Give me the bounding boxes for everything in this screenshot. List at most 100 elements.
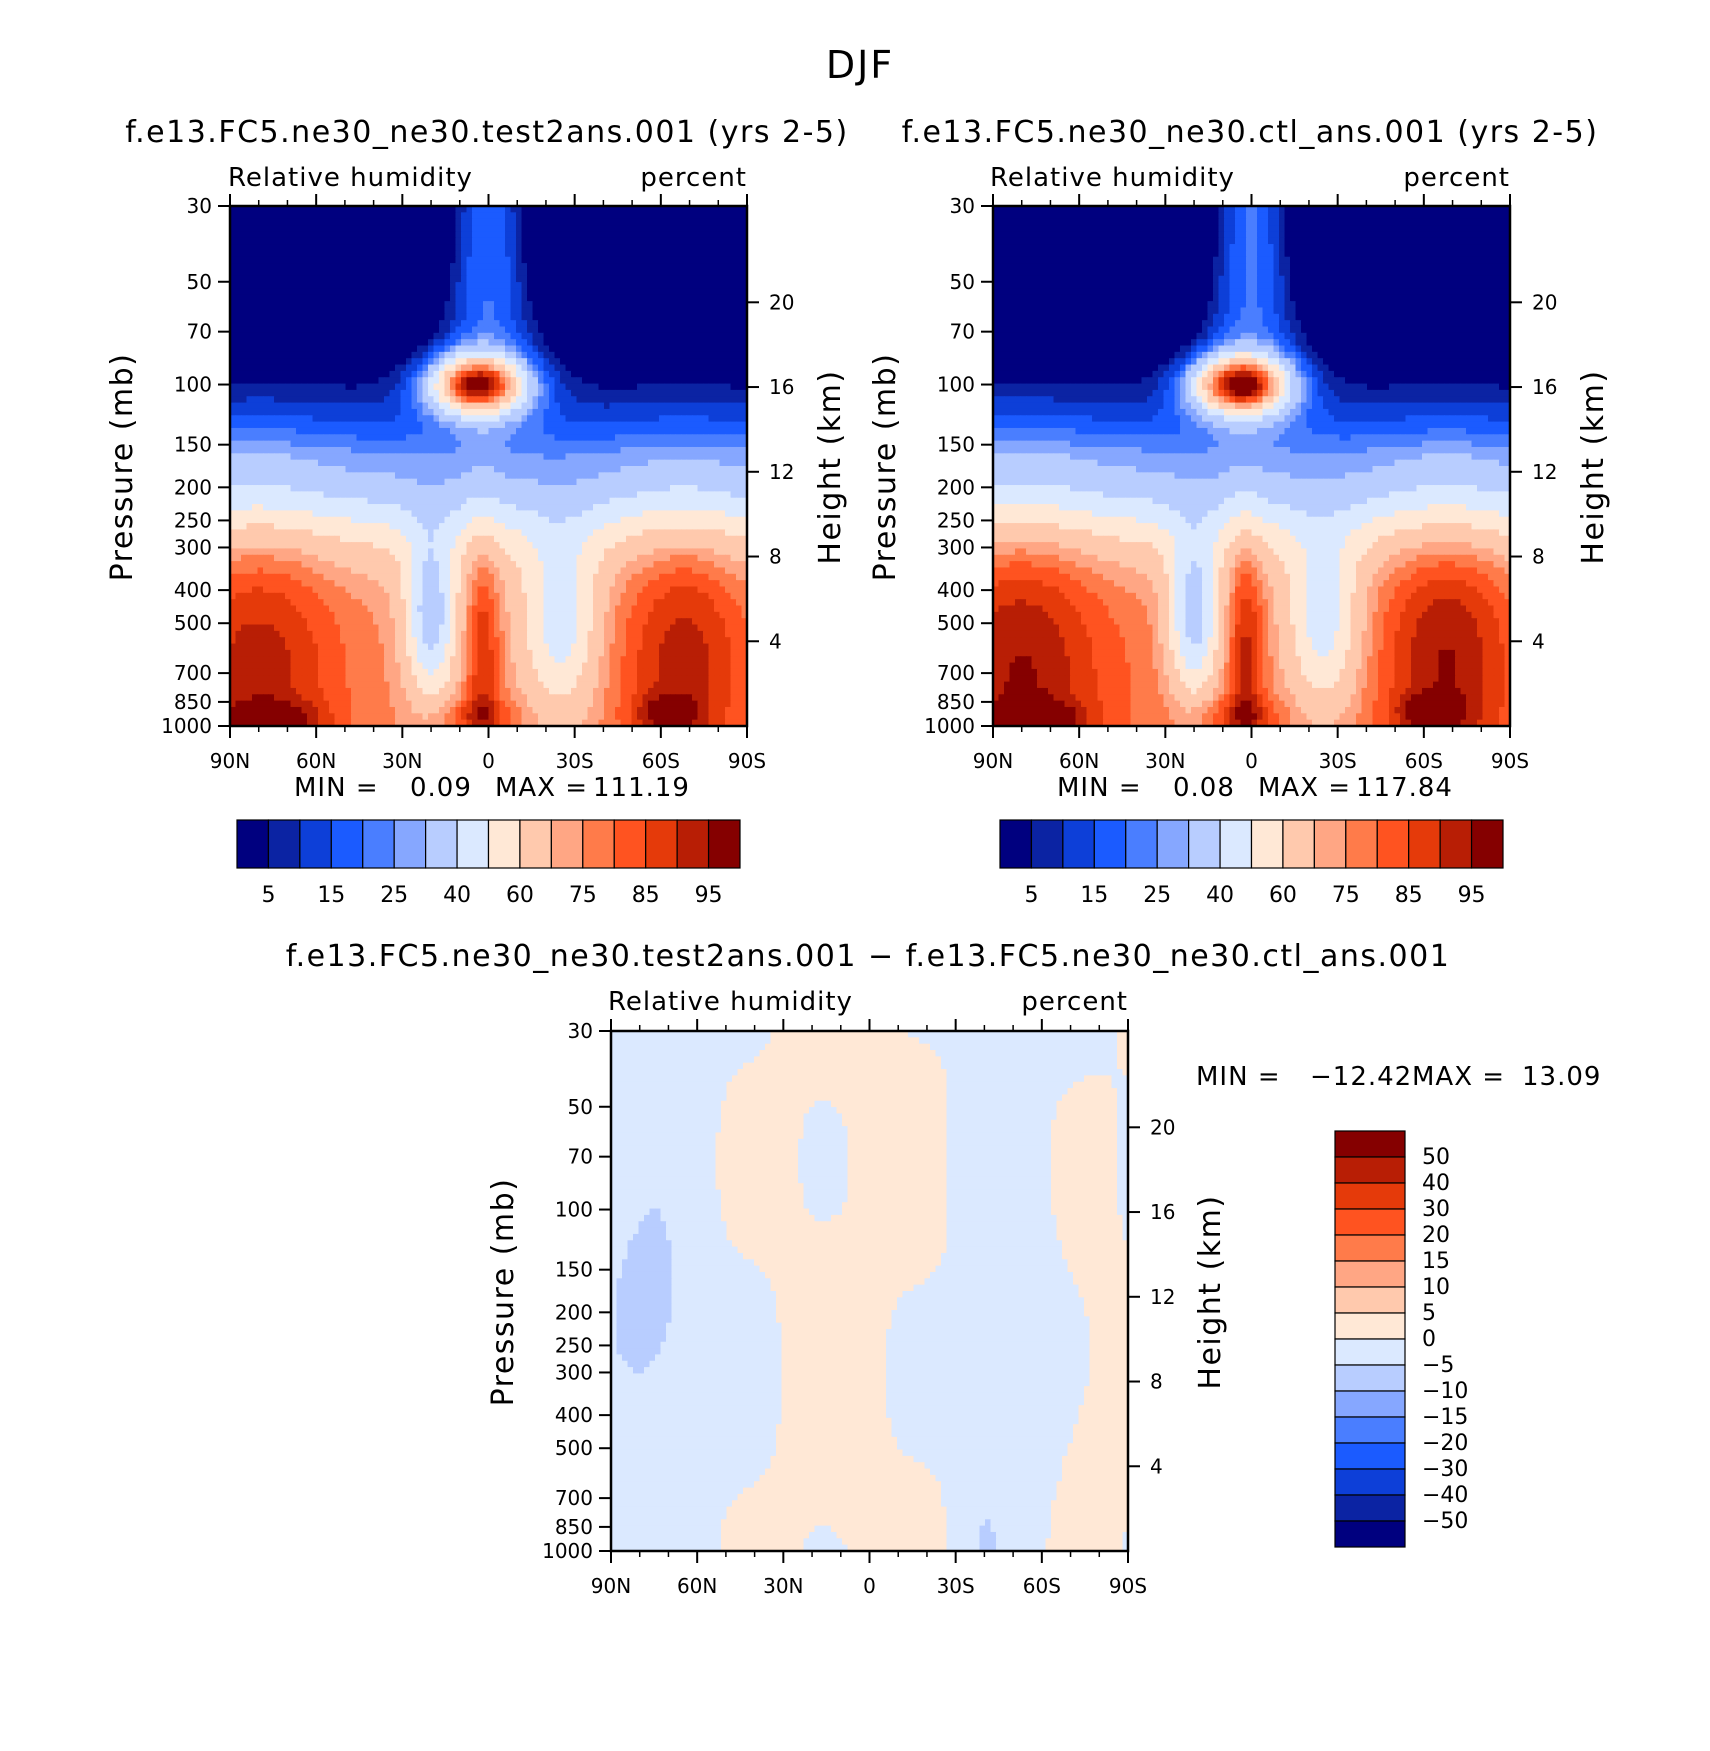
field-cell <box>648 370 655 378</box>
field-cell <box>389 523 396 531</box>
field-cell <box>741 389 748 397</box>
field-cell <box>318 408 325 416</box>
field-cell <box>642 497 649 505</box>
field-cell <box>697 377 704 385</box>
field-cell <box>340 351 347 359</box>
field-cell <box>703 301 710 309</box>
field-cell <box>477 288 484 296</box>
field-cell <box>378 453 385 461</box>
field-cell <box>725 497 732 505</box>
field-cell <box>543 218 550 226</box>
field-cell <box>461 218 468 226</box>
field-cell <box>340 466 347 473</box>
field-cell <box>543 294 550 302</box>
field-cell <box>653 301 660 309</box>
field-cell <box>351 218 358 226</box>
field-cell <box>708 535 715 543</box>
field-cell <box>637 218 644 226</box>
field-cell <box>400 523 407 531</box>
field-cell <box>433 485 440 492</box>
field-cell <box>593 250 600 258</box>
field-cell <box>571 478 578 486</box>
field-cell <box>433 478 440 486</box>
field-cell <box>587 516 594 524</box>
field-cell <box>675 288 682 296</box>
field-cell <box>334 307 341 315</box>
field-cell <box>323 453 330 461</box>
field-cell <box>450 345 457 353</box>
field-cell <box>736 332 743 340</box>
field-cell <box>422 218 429 226</box>
field-cell <box>521 275 528 283</box>
field-cell <box>686 396 693 404</box>
field-cell <box>642 408 649 416</box>
field-cell <box>708 212 715 220</box>
field-cell <box>631 250 638 258</box>
field-cell <box>488 459 495 467</box>
field-cell <box>686 377 693 385</box>
field-cell <box>384 396 391 404</box>
field-cell <box>263 510 270 518</box>
field-cell <box>312 358 319 366</box>
field-cell <box>609 294 616 302</box>
field-cell <box>257 434 264 442</box>
field-cell <box>384 446 391 454</box>
field-cell <box>549 263 556 271</box>
field-cell <box>686 529 693 537</box>
field-cell <box>681 459 688 467</box>
field-cell <box>389 250 396 258</box>
field-cell <box>554 510 561 518</box>
field-cell <box>642 351 649 359</box>
field-cell <box>340 237 347 245</box>
field-cell <box>428 263 435 271</box>
field-cell <box>582 497 589 505</box>
field-cell <box>263 275 270 283</box>
field-cell <box>400 396 407 404</box>
field-cell <box>329 313 336 321</box>
field-cell <box>263 446 270 454</box>
field-cell <box>560 206 567 213</box>
field-cell <box>692 313 699 321</box>
field-cell <box>296 320 303 328</box>
field-cell <box>576 504 583 511</box>
field-cell <box>736 478 743 486</box>
field-cell <box>279 542 286 550</box>
field-cell <box>675 225 682 232</box>
field-cell <box>620 497 627 505</box>
field-cell <box>741 326 748 334</box>
field-cell <box>444 218 451 226</box>
field-cell <box>411 237 418 245</box>
field-cell <box>637 320 644 328</box>
field-cell <box>301 237 308 245</box>
field-cell <box>406 275 413 283</box>
field-cell <box>516 351 523 359</box>
field-cell <box>417 256 424 264</box>
field-cell <box>252 491 259 499</box>
field-cell <box>230 288 237 296</box>
field-cell <box>499 427 506 435</box>
field-cell <box>252 535 259 543</box>
field-cell <box>543 535 550 543</box>
field-cell <box>389 377 396 385</box>
field-cell <box>257 377 264 385</box>
field-cell <box>538 516 545 524</box>
field-cell <box>389 206 396 213</box>
field-cell <box>582 523 589 531</box>
field-cell <box>257 516 264 524</box>
field-cell <box>406 396 413 404</box>
field-cell <box>587 225 594 232</box>
field-cell <box>483 288 490 296</box>
field-cell <box>252 478 259 486</box>
field-cell <box>472 345 479 353</box>
field-cell <box>279 326 286 334</box>
field-cell <box>477 408 484 416</box>
field-cell <box>538 231 545 239</box>
field-cell <box>246 237 253 245</box>
field-cell <box>301 282 308 290</box>
field-cell <box>653 313 660 321</box>
field-cell <box>538 370 545 378</box>
field-cell <box>477 472 484 480</box>
field-cell <box>543 275 550 283</box>
field-cell <box>714 364 721 372</box>
field-cell <box>477 364 484 372</box>
